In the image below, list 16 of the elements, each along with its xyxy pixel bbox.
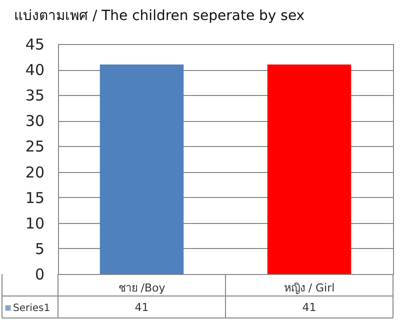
y-tick-label: 0 — [34, 266, 44, 284]
y-tick-label: 5 — [34, 240, 44, 258]
data-label: 41 — [134, 301, 149, 314]
y-tick-label: 10 — [25, 214, 44, 232]
y-tick-label: 30 — [25, 112, 44, 130]
chart-title: แบ่งตามเพศ / The children seperate by sex — [14, 8, 305, 24]
y-tick-label: 35 — [25, 86, 44, 105]
y-tick-label: 20 — [25, 163, 44, 182]
x-tick-label: ชาย /Boy — [118, 282, 166, 294]
y-tick-label: 15 — [25, 188, 44, 207]
legend-label: Series1 — [13, 303, 50, 314]
y-tick-label: 25 — [25, 138, 44, 156]
x-tick-label: หญิง / Girl — [284, 282, 335, 294]
y-tick-label: 45 — [25, 36, 44, 54]
y-tick-label: 40 — [25, 61, 44, 80]
data-label: 41 — [302, 301, 316, 314]
